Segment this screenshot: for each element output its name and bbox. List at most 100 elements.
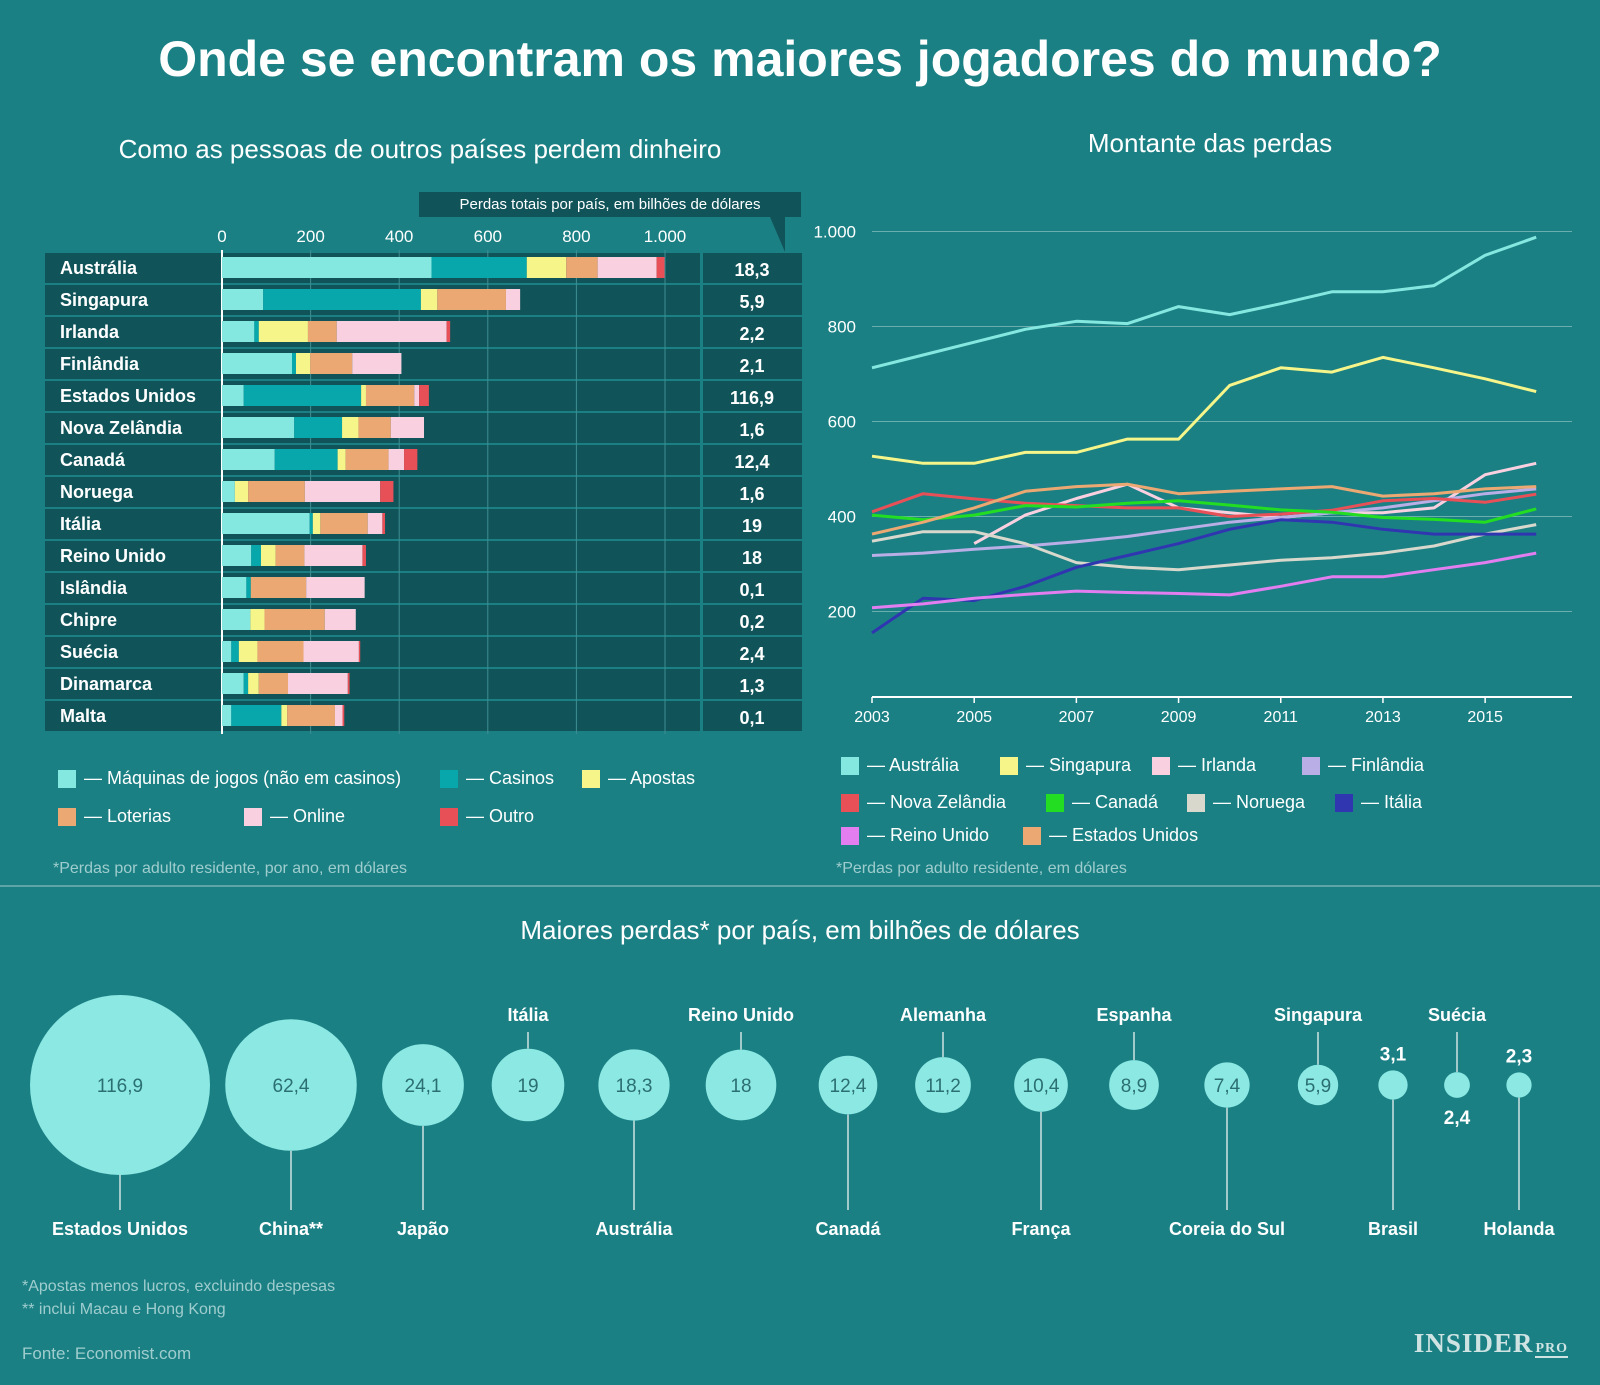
legend-label: — Itália: [1361, 792, 1423, 812]
bar-row-label-bg: [45, 445, 221, 475]
bar-total-label: 2,4: [739, 644, 764, 664]
bubble: [1014, 1058, 1068, 1112]
bar-segment: [420, 289, 438, 310]
bar-row-total-bg: [703, 701, 802, 731]
bar-segment: [248, 673, 259, 694]
bar-segment: [336, 321, 447, 342]
bar-footnote: *Perdas por adulto residente, por ano, e…: [53, 860, 407, 877]
bar-segment: [304, 481, 381, 502]
section-divider: [0, 885, 1600, 887]
bar-segment: [303, 641, 359, 662]
bar-segment: [437, 289, 506, 310]
bubble-footnote-2: ** inclui Macau e Hong Kong: [22, 1301, 226, 1318]
bar-row-label-bg: [45, 669, 221, 699]
line-series: [871, 487, 1537, 557]
bar-category-label: Singapura: [60, 290, 149, 310]
line-x-tick: 2009: [1161, 709, 1197, 726]
bar-row-total-bg: [703, 413, 802, 443]
bar-total-label: 2,2: [739, 324, 764, 344]
bar-row-total-bg: [703, 541, 802, 571]
bar-row-total-bg: [703, 637, 802, 667]
bar-segment: [656, 257, 665, 278]
line-legend-item: — Noruega: [1187, 792, 1305, 813]
line-legend-item: — Nova Zelândia: [841, 792, 1006, 813]
bar-segment: [222, 641, 232, 662]
line-series: [871, 551, 1537, 610]
bubble-country-label: França: [1011, 1219, 1071, 1239]
bar-segment: [222, 609, 251, 630]
bar-segment: [287, 705, 335, 726]
bubble-footnote-1: *Apostas menos lucros, excluindo despesa…: [22, 1278, 336, 1295]
legend-swatch: [841, 826, 859, 845]
bar-segment: [288, 673, 348, 694]
bar-segment: [222, 705, 232, 726]
bar-x-tick: 200: [296, 227, 324, 246]
bar-row-total-bg: [703, 317, 802, 347]
legend-swatch: [440, 769, 458, 788]
bar-segment: [597, 257, 657, 278]
legend-label: — Apostas: [608, 768, 696, 788]
bar-total-label: 19: [742, 516, 762, 536]
bar-segment: [222, 545, 252, 566]
line-x-tick: 2005: [956, 709, 992, 726]
bar-category-label: Suécia: [60, 642, 119, 662]
bar-segment: [342, 417, 359, 438]
bar-segment: [258, 321, 308, 342]
bar-segment: [380, 481, 394, 502]
bubble-country-label: Austrália: [595, 1219, 673, 1239]
bar-total-label: 1,6: [739, 420, 764, 440]
bubble-value-label: 24,1: [405, 1076, 442, 1097]
bubble-chart-title: Maiores perdas* por país, em bilhões de …: [520, 915, 1080, 945]
bubble-country-label: Estados Unidos: [52, 1219, 188, 1239]
legend-label: — Irlanda: [1178, 755, 1257, 775]
line-legend-item: — Itália: [1335, 792, 1422, 813]
bubble: [1297, 1064, 1339, 1106]
bar-segment: [258, 673, 289, 694]
bar-category-label: Canadá: [60, 450, 126, 470]
line-y-tick: 600: [828, 413, 856, 432]
line-y-tick: 200: [828, 603, 856, 622]
bar-row-label-bg: [45, 349, 221, 379]
bubble: [1506, 1072, 1532, 1098]
legend-swatch: [1046, 793, 1064, 812]
bubble-value-label: 116,9: [97, 1076, 143, 1097]
legend-label: — Reino Unido: [867, 825, 990, 845]
bar-segment: [446, 321, 451, 342]
bar-row-label-bg: [45, 605, 221, 635]
bubble: [1109, 1060, 1159, 1110]
bubble-value-label: 62,4: [273, 1076, 310, 1097]
bubble-value-label: 11,2: [925, 1076, 961, 1097]
bar-segment: [334, 705, 343, 726]
legend-label: — Canadá: [1072, 792, 1159, 812]
bar-row-total-bg: [703, 381, 802, 411]
bar-segment: [222, 257, 432, 278]
bar-segment: [222, 385, 244, 406]
bar-row-total-bg: [703, 605, 802, 635]
line-x-tick: 2003: [854, 709, 890, 726]
legend-label: — Outro: [466, 806, 535, 826]
legend-label: — Nova Zelândia: [867, 792, 1007, 812]
bar-segment: [222, 673, 244, 694]
bar-segment: [431, 257, 527, 278]
bar-total-label: 0,1: [739, 580, 764, 600]
bar-category-label: Austrália: [60, 258, 138, 278]
bar-segment: [367, 513, 383, 534]
bar-segment: [390, 417, 425, 438]
bar-row-total-bg: [703, 285, 802, 315]
legend-swatch: [582, 769, 600, 788]
bubble: [30, 995, 210, 1175]
bar-row-label-bg: [45, 413, 221, 443]
bar-row-label-bg: [45, 701, 221, 731]
bubble-value-label: 7,4: [1214, 1076, 1241, 1097]
bubble-country-label: Singapura: [1274, 1005, 1363, 1025]
bar-segment: [254, 321, 259, 342]
legend-label: — Singapura: [1026, 755, 1132, 775]
bar-segment: [419, 385, 429, 406]
bar-segment: [257, 641, 304, 662]
legend-label: — Noruega: [1213, 792, 1306, 812]
bubble: [915, 1057, 971, 1113]
bar-segment: [222, 513, 310, 534]
bar-segment: [250, 577, 307, 598]
legend-label: — Austrália: [867, 755, 960, 775]
